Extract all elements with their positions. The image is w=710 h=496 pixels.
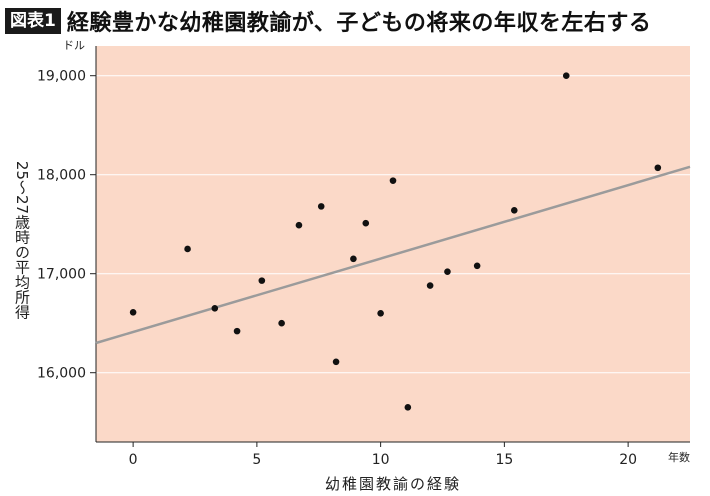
data-point [562,72,570,79]
data-point [350,255,357,263]
data-point [377,310,384,317]
figure-header: 図表1 経験豊かな幼稚園教諭が、子どもの将来の年収を左右する [5,6,651,36]
data-point [332,358,340,366]
data-point [184,245,191,253]
x-unit-label: 年数 [668,450,690,464]
data-point [317,203,325,210]
x-tick-label: 15 [495,452,513,468]
data-point [404,404,412,411]
y-axis-label: 25〜27歳時の平均所得 [13,161,31,319]
figure-badge: 図表1 [5,8,61,34]
data-point [362,219,370,227]
data-point [473,262,481,270]
y-tick-label: 18,000 [37,168,86,184]
x-tick-label: 20 [619,452,637,468]
data-point [233,327,241,335]
y-tick-label: 19,000 [37,69,86,85]
y-unit-label: ドル [63,39,85,52]
data-point [654,164,662,172]
data-point [258,277,266,284]
data-point [278,319,285,327]
x-axis-label: 幼稚園教諭の経験 [325,475,461,493]
figure-title: 経験豊かな幼稚園教諭が、子どもの将来の年収を左右する [66,11,652,36]
data-point [444,268,451,276]
data-point [389,177,397,184]
data-point [211,305,219,312]
data-point [426,282,434,289]
y-tick-label: 17,000 [37,267,86,283]
data-point [510,207,518,214]
x-tick-label: 5 [252,452,261,468]
plot-area [96,46,690,442]
trend-line [95,165,691,345]
x-tick-label: 0 [129,452,138,468]
data-point [129,309,137,316]
data-point [295,221,303,229]
y-tick-label: 16,000 [37,366,86,382]
x-tick-label: 10 [372,452,390,468]
